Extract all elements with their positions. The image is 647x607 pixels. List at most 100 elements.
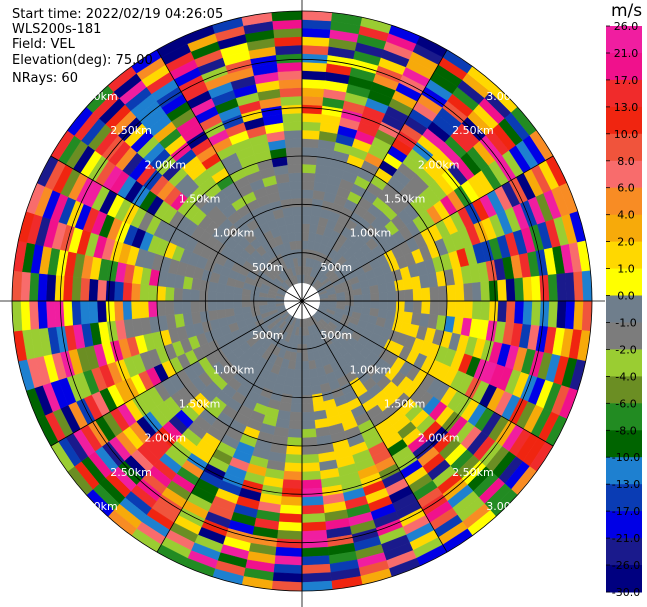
- colorbar-tick-label: 21.0: [614, 47, 639, 60]
- range-gate: [301, 163, 317, 174]
- range-gate: [62, 275, 74, 302]
- range-gate: [522, 300, 533, 326]
- elevation-label: Elevation(deg): 75.00: [12, 53, 153, 68]
- range-gate: [556, 300, 567, 329]
- range-ring-label: 500m: [320, 261, 352, 274]
- range-gate: [280, 496, 303, 507]
- range-gate: [216, 308, 227, 320]
- range-gate: [279, 504, 303, 515]
- range-gate: [62, 300, 74, 327]
- colorbar-segment: [606, 511, 642, 539]
- colorbar-tick-label: 26.0: [614, 20, 639, 33]
- range-gate: [278, 513, 303, 524]
- range-gate: [276, 61, 303, 73]
- range-gate: [301, 394, 314, 405]
- range-gate: [294, 231, 303, 242]
- field-label: Field: VEL: [12, 37, 75, 52]
- range-gate: [164, 300, 175, 316]
- colorbar-tick-label: -26.0: [612, 559, 640, 572]
- range-gate: [249, 300, 259, 307]
- range-ring-label: 1.50km: [179, 193, 221, 206]
- colorbar-segment: [606, 538, 642, 566]
- range-gate: [378, 300, 389, 311]
- range-gate: [290, 394, 303, 405]
- range-gate: [283, 215, 295, 226]
- range-ring-label: 2.50km: [110, 466, 152, 479]
- range-gate: [54, 300, 65, 328]
- colorbar-tick-label: 6.0: [617, 182, 635, 195]
- range-gate: [282, 121, 303, 132]
- range-gate: [301, 377, 312, 388]
- range-gate: [514, 277, 525, 302]
- range-ring-label: 2.50km: [452, 466, 494, 479]
- colorbar-segment: [606, 187, 642, 216]
- range-gate: [301, 538, 329, 549]
- range-gate: [130, 282, 141, 302]
- range-gate: [301, 138, 320, 149]
- range-gate: [404, 300, 414, 313]
- range-ring-label: 1.00km: [350, 227, 392, 240]
- range-gate: [301, 428, 317, 439]
- range-gate: [345, 295, 355, 302]
- range-gate: [274, 555, 303, 566]
- colorbar-segment: [606, 484, 642, 512]
- colorbar-tick-label: -2.0: [615, 343, 636, 356]
- range-gate: [276, 529, 303, 541]
- range-gate: [289, 180, 303, 191]
- range-gate: [301, 504, 325, 515]
- range-gate: [241, 300, 251, 308]
- range-gate: [139, 300, 150, 319]
- range-gate: [301, 121, 322, 132]
- range-gate: [336, 296, 346, 302]
- colorbar-segment: [606, 565, 642, 593]
- range-gate: [301, 27, 331, 39]
- range-gate: [190, 289, 200, 302]
- range-gate: [301, 231, 310, 242]
- range-gate: [301, 44, 330, 56]
- range-gate: [369, 284, 380, 295]
- colorbar-tick-label: -17.0: [612, 505, 640, 518]
- azimuth-spoke: [50, 155, 303, 302]
- range-gate: [96, 300, 107, 323]
- colorbar-segment: [606, 457, 642, 485]
- colorbar-segment: [606, 349, 642, 377]
- colorbar-segment: [606, 214, 642, 243]
- colorbar-tick-label: -1.0: [615, 317, 636, 330]
- range-gate: [301, 403, 314, 413]
- nrays-label: NRays: 60: [12, 71, 78, 86]
- colorbar: 26.0 21.0 17.0 13.0 10.0 8.0 6.0 4.0 2.0 1.0 0.0 -1…: [606, 20, 642, 599]
- range-gate: [282, 470, 303, 481]
- range-gate: [421, 287, 431, 302]
- range-ring-labels: 500m 500m 500m 500m 1.00km 1.00km 1.00km 1.00km…: [76, 90, 528, 513]
- range-gate: [301, 197, 314, 208]
- range-gate: [573, 300, 584, 331]
- range-gate: [301, 513, 326, 524]
- range-ring-label: 1.00km: [213, 363, 255, 376]
- range-gate: [198, 289, 209, 302]
- range-gate: [539, 300, 550, 328]
- range-gate: [301, 369, 311, 379]
- colorbar-tick-label: -6.0: [615, 397, 636, 410]
- colorbar-segment: [606, 106, 642, 135]
- range-ring-label: 1.00km: [350, 363, 392, 376]
- range-ring-label: 1.50km: [384, 398, 426, 411]
- range-gate: [28, 300, 40, 330]
- range-ring-label: 3.00km: [486, 90, 528, 103]
- range-gate: [301, 189, 314, 199]
- range-gate: [181, 300, 192, 314]
- azimuth-spoke: [301, 155, 554, 302]
- range-gate: [164, 286, 175, 302]
- range-gate: [291, 386, 303, 396]
- colorbar-tick-label: 2.0: [617, 236, 635, 249]
- range-gate: [301, 61, 328, 73]
- range-gate: [404, 289, 414, 302]
- colorbar-tick-label: 10.0: [614, 128, 639, 141]
- range-gate: [232, 293, 243, 302]
- range-gate: [301, 352, 309, 362]
- range-gate: [301, 36, 330, 47]
- range-gate: [301, 70, 327, 81]
- range-gate: [547, 300, 559, 329]
- range-gate: [301, 87, 325, 98]
- range-gate: [272, 19, 303, 30]
- range-gate: [301, 223, 311, 233]
